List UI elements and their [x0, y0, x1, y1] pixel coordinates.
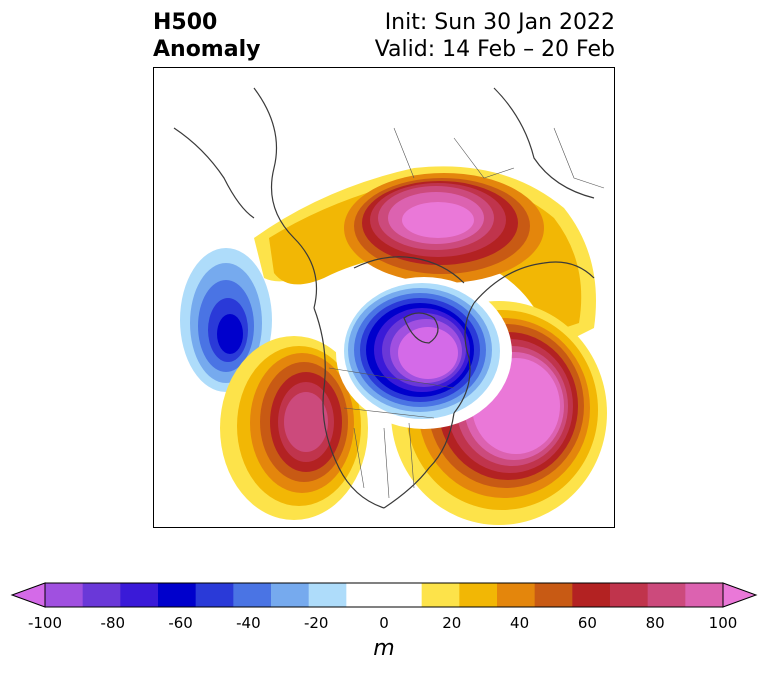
title-right: Init: Sun 30 Jan 2022 Valid: 14 Feb – 20… [375, 9, 615, 63]
siberian-ridge [254, 166, 596, 348]
colorbar-tick-label: 40 [510, 614, 530, 632]
colorbar-bin [497, 583, 536, 607]
western-us-ridge [220, 336, 368, 520]
colorbar-bin [158, 583, 197, 607]
colorbar-bin [82, 583, 121, 607]
colorbar-bin [308, 583, 347, 607]
colorbar-bin [384, 583, 423, 607]
political-borders [328, 127, 605, 499]
colorbar-tick-label: 20 [442, 614, 462, 632]
colorbar-tick-label: -20 [303, 614, 329, 632]
title-left: H500 Anomaly [153, 9, 260, 63]
colorbar-bin [195, 583, 234, 607]
colorbar-bin [271, 583, 310, 607]
colorbar-tick-label: 100 [708, 614, 738, 632]
init-time: Init: Sun 30 Jan 2022 [384, 10, 615, 35]
colorbar [10, 582, 758, 608]
title-field: Anomaly [153, 37, 261, 62]
colorbar-bin [459, 583, 498, 607]
colorbar-bin [610, 583, 649, 607]
coastlines [173, 87, 595, 509]
colorbar-bin [572, 583, 611, 607]
pacific-trough [180, 248, 272, 392]
colorbar-bin [421, 583, 460, 607]
colorbar-bin [647, 583, 686, 607]
colorbar-tick-label: -80 [100, 614, 126, 632]
colorbar-bin [233, 583, 272, 607]
valid-period: Valid: 14 Feb – 20 Feb [374, 37, 615, 62]
colorbar-tick-label: -40 [236, 614, 261, 632]
colorbar-tick-label: 60 [577, 614, 597, 632]
colorbar-tick-label: 80 [645, 614, 665, 632]
colorbar-tick-label: -60 [168, 614, 193, 632]
anomaly-map-svg [173, 87, 607, 525]
anomaly-map [153, 67, 615, 528]
arctic-trough [336, 277, 512, 429]
colorbar-bin [120, 583, 159, 607]
colorbar-tick-label: 0 [379, 614, 389, 632]
colorbar-bin [534, 583, 573, 607]
colorbar-units: m [373, 636, 395, 661]
colorbar-extend-min [10, 582, 46, 608]
title-variable: H500 [153, 10, 218, 35]
colorbar-bin [685, 583, 724, 607]
colorbar-bin [346, 583, 385, 607]
colorbar-border [44, 582, 724, 608]
colorbar-bin [45, 583, 84, 607]
colorbar-tick-label: -100 [27, 614, 63, 632]
colorbar-extend-max [722, 582, 758, 608]
